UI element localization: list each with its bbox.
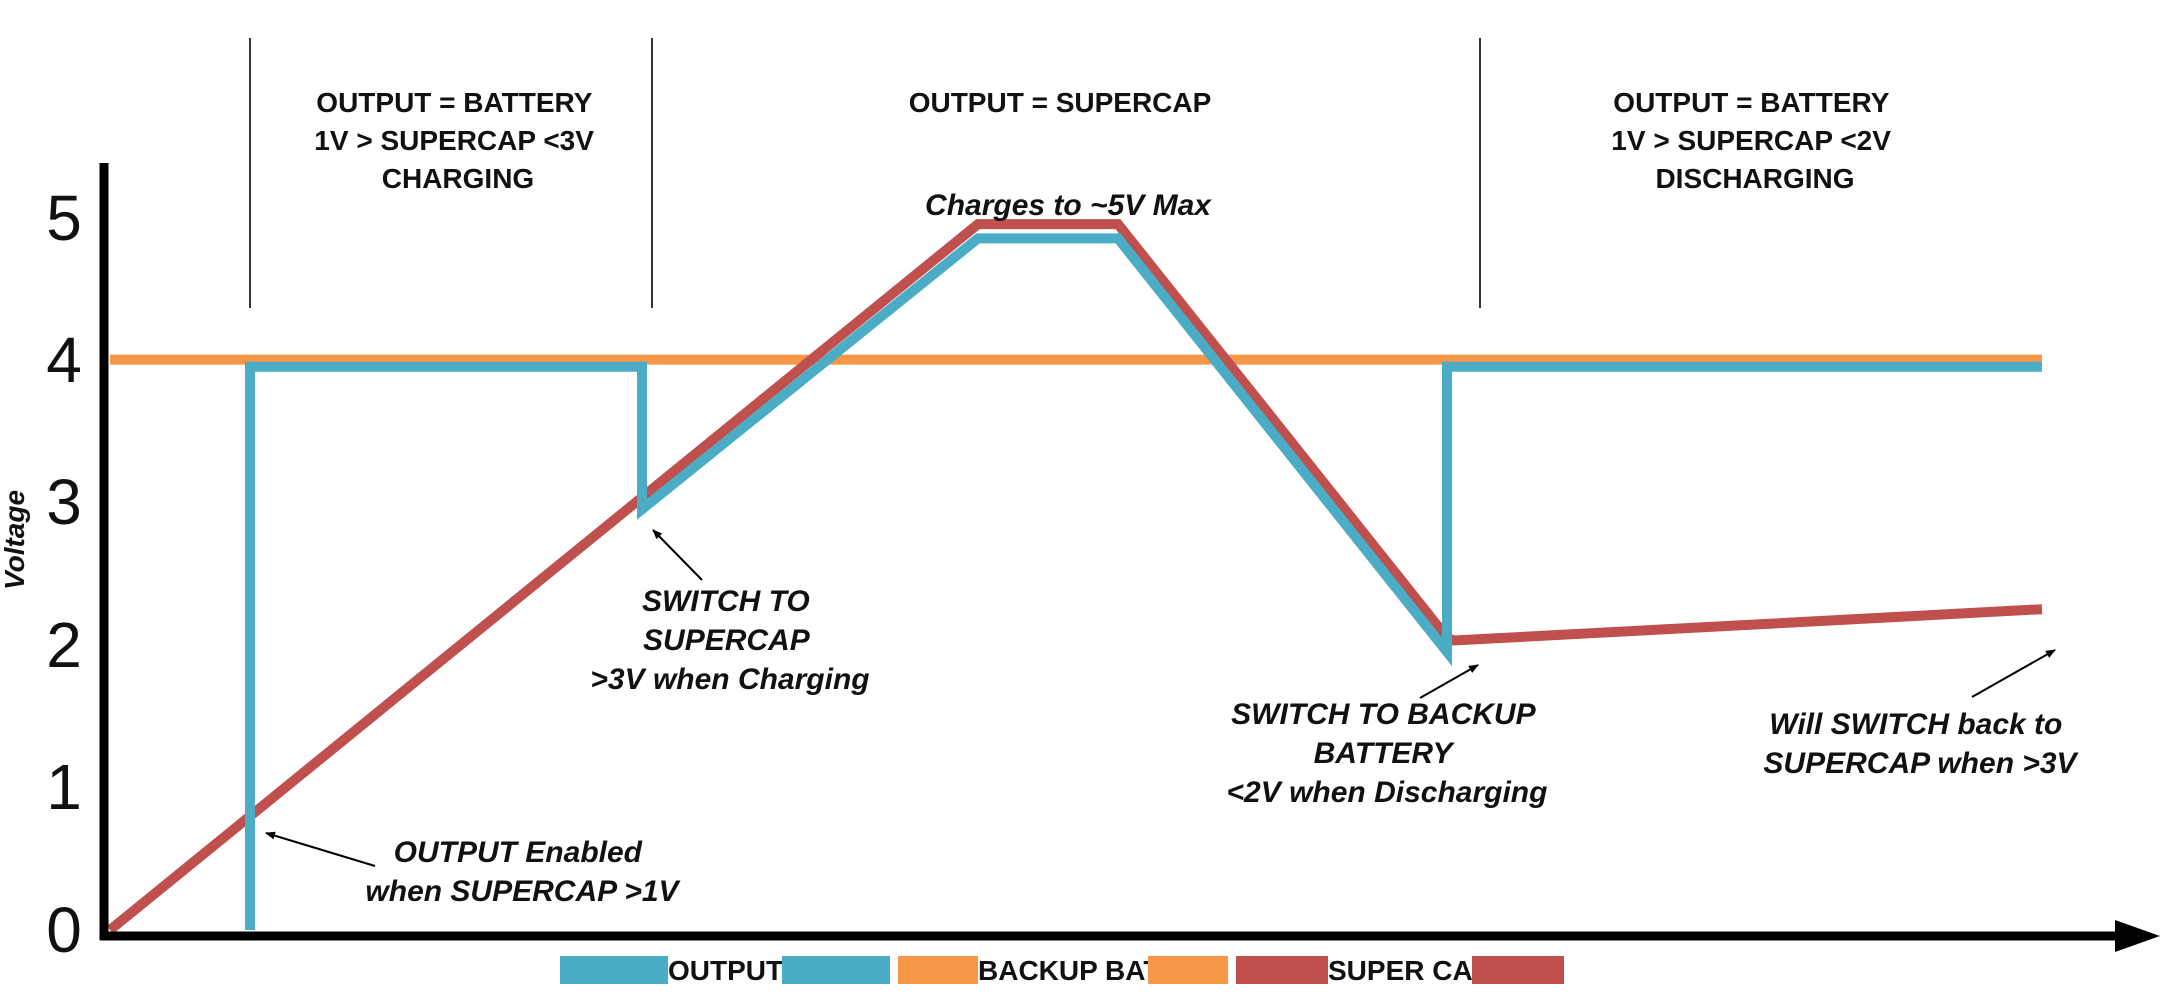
annotation-switch-back: Will SWITCH back to SUPERCAP when >3V bbox=[1763, 708, 2079, 780]
legend-label-output: OUTPUT bbox=[668, 955, 783, 986]
legend: OUTPUT BACKUP BAT SUPER CAP bbox=[560, 955, 1564, 986]
series-layer bbox=[106, 219, 2043, 934]
legend-swatch-output-left bbox=[560, 956, 668, 984]
y-axis-label: Voltage bbox=[0, 490, 30, 590]
legend-label-super-cap: SUPER CAP bbox=[1328, 955, 1491, 986]
legend-swatch-backup-left bbox=[898, 956, 978, 984]
annotation-switch-to-backup: SWITCH TO BACKUP BATTERY <2V when Discha… bbox=[1227, 698, 1548, 809]
region-label-supercap: OUTPUT = SUPERCAP bbox=[909, 87, 1212, 118]
x-axis-arrowhead bbox=[2115, 920, 2160, 952]
arrow-switch-to-backup bbox=[1419, 664, 1479, 699]
region-label-battery-charging: OUTPUT = BATTERY 1V > SUPERCAP <3V CHARG… bbox=[314, 87, 601, 194]
arrow-output-enabled bbox=[265, 831, 376, 867]
y-tick-label-0: 0 bbox=[46, 894, 82, 966]
annotation-output-enabled: OUTPUT Enabled when SUPERCAP >1V bbox=[365, 836, 681, 908]
legend-swatch-output-right bbox=[782, 956, 890, 984]
annotation-switch-to-supercap: SWITCH TO SUPERCAP >3V when Charging bbox=[590, 585, 869, 696]
legend-label-backup-bat: BACKUP BAT bbox=[978, 955, 1161, 986]
y-tick-label-1: 1 bbox=[46, 751, 82, 823]
y-tick-label-3: 3 bbox=[46, 466, 82, 538]
y-tick-label-5: 5 bbox=[46, 182, 82, 254]
series-line-output bbox=[245, 233, 2042, 930]
legend-swatch-supercap-left bbox=[1236, 956, 1328, 984]
arrow-switch-to-supercap bbox=[652, 529, 703, 581]
arrow-switch-back bbox=[1971, 649, 2056, 698]
y-tick-label-2: 2 bbox=[46, 609, 82, 681]
legend-swatch-supercap-right bbox=[1472, 956, 1564, 984]
region-label-battery-discharging: OUTPUT = BATTERY 1V > SUPERCAP <2V DISCH… bbox=[1611, 87, 1898, 194]
series-line-super-cap bbox=[106, 219, 2043, 934]
annotation-charges-max: Charges to ~5V Max bbox=[925, 189, 1212, 222]
y-tick-label-4: 4 bbox=[46, 324, 82, 396]
legend-swatch-backup-right bbox=[1148, 956, 1228, 984]
